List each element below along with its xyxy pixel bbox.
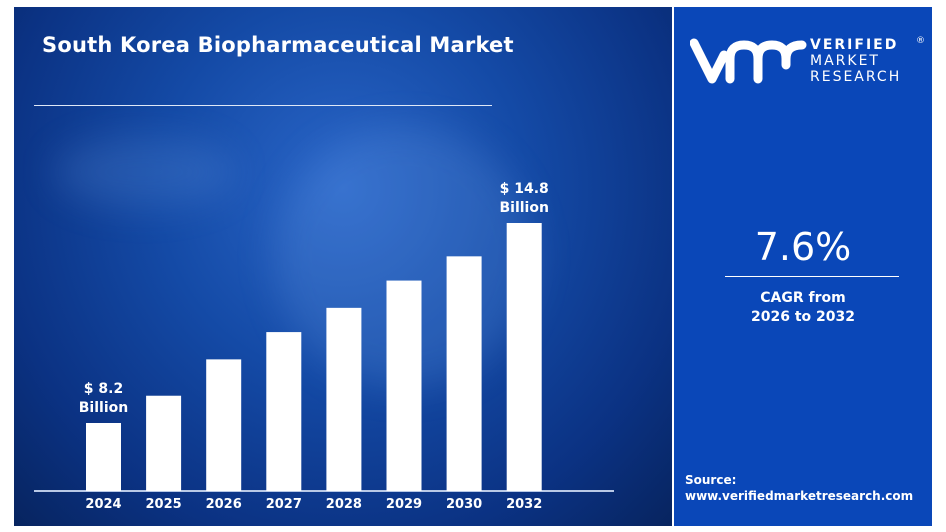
bar-chart: 2024 $ 8.2 Billion 2025 2026 2027 2028 2029 2030…	[34, 181, 614, 512]
cagr-divider	[725, 276, 899, 277]
source-url[interactable]: www.verifiedmarketresearch.com	[685, 489, 914, 503]
background-glow	[54, 137, 234, 207]
cagr-label: CAGR from 2026 to 2032	[674, 289, 932, 327]
bar-2025	[146, 395, 182, 491]
bar-2026	[206, 359, 242, 491]
cagr-value: 7.6%	[754, 225, 852, 269]
x-tick-label: 2028	[326, 497, 362, 512]
cagr-label-line2: 2026 to 2032	[751, 309, 855, 325]
data-label: $ 8.2	[84, 381, 123, 397]
x-tick-label: 2029	[386, 497, 422, 512]
bar-2027	[266, 332, 302, 491]
x-tick-label: 2025	[146, 497, 182, 512]
brand-line1: VERIFIED	[810, 37, 899, 53]
x-tick-label: 2026	[206, 497, 242, 512]
source-label: Source:	[685, 473, 737, 487]
bar-2028	[326, 307, 362, 491]
x-tick-label: 2030	[446, 497, 482, 512]
data-label: $ 14.8	[500, 181, 549, 197]
x-tick-label: 2027	[266, 497, 302, 512]
cagr-label-line1: CAGR from	[760, 290, 846, 306]
bar-2032	[506, 223, 542, 491]
title-divider	[34, 105, 492, 106]
bar-2029	[386, 280, 422, 491]
vmr-logo-icon	[690, 38, 807, 84]
chart-title: South Korea Biopharmaceutical Market	[42, 33, 514, 57]
data-label: Billion	[79, 400, 128, 416]
brand-line3: RESEARCH	[810, 69, 902, 85]
x-tick-label: 2024	[85, 497, 121, 512]
chart-panel: South Korea Biopharmaceutical Market 202…	[14, 7, 672, 526]
info-panel: VERIFIED MARKET RESEARCH ® 7.6% CAGR fro…	[674, 7, 932, 526]
x-tick-label: 2032	[506, 497, 542, 512]
bar-2030	[446, 256, 482, 491]
bar-2024	[86, 423, 121, 491]
registered-mark: ®	[916, 36, 925, 46]
brand-line2: MARKET	[810, 53, 880, 69]
data-label: Billion	[499, 200, 548, 216]
